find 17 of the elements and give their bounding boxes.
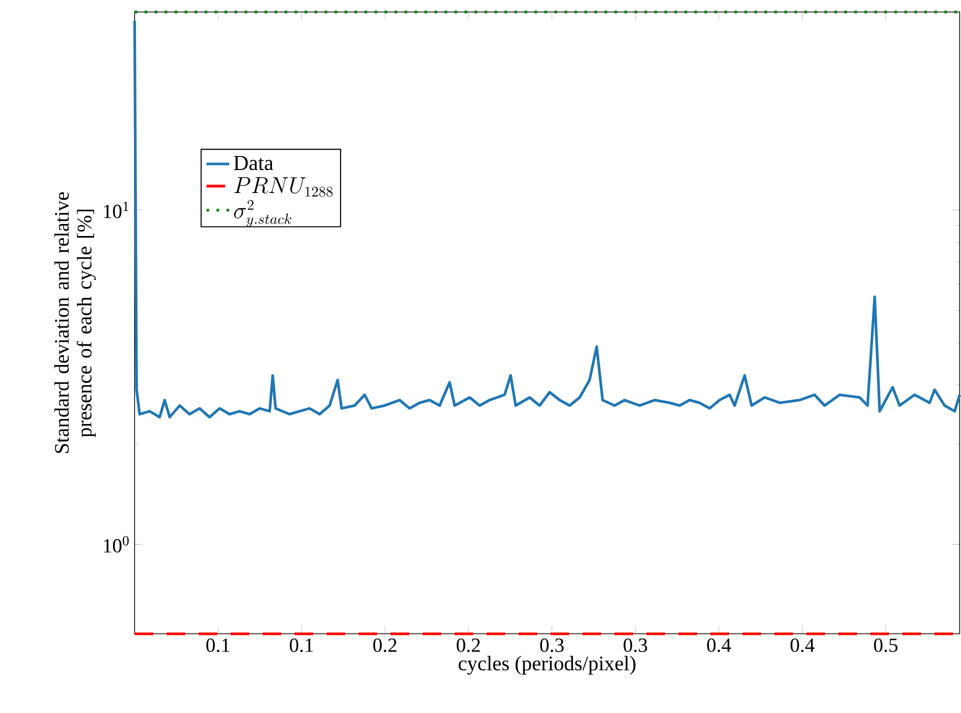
legend-label: Data [234, 156, 274, 170]
x-tick-label: 0.1 [206, 638, 230, 652]
x-tick-label: 0.3 [624, 638, 648, 652]
line-series [133, 19, 961, 418]
legend-label: $PRNU_{1288}$ [234, 177, 333, 197]
y-axis-title: Standard deviation and relative presence of each cycle [%] [54, 192, 96, 453]
x-tick-label: 0.2 [373, 638, 396, 652]
y-tick-label: 10$^{0}$ [104, 536, 129, 552]
x-axis-title: cycles (periods/pixel) [458, 656, 636, 675]
x-tick-label: 0.3 [540, 638, 564, 652]
x-tick-label: 0.1 [290, 638, 313, 652]
x-tick-label: 0.2 [456, 638, 480, 652]
x-tick-label: 0.5 [874, 638, 898, 652]
legend-label: $\sigma^2_{y.stack}$ [234, 200, 292, 227]
x-tick-label: 0.4 [707, 638, 732, 652]
x-tick-label: 0.4 [790, 638, 814, 652]
y-tick-label: 10$^{1}$ [104, 202, 128, 218]
